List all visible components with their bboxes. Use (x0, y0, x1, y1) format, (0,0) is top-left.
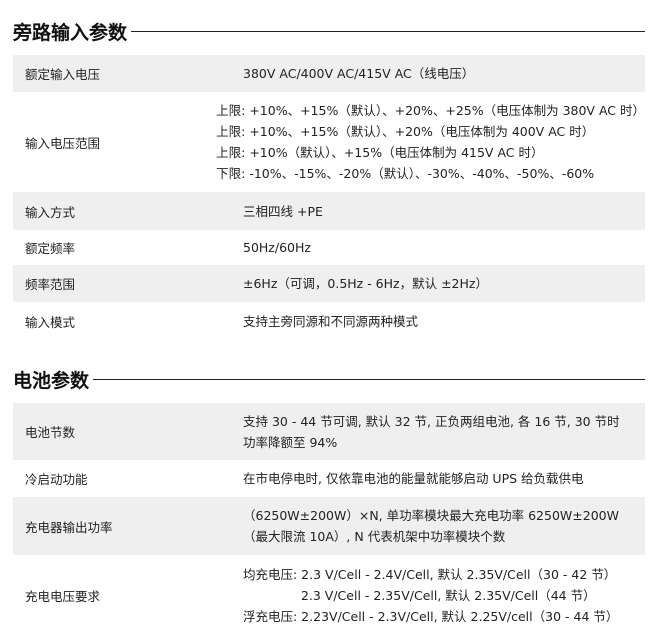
value-line: （最大限流 10A）, N 代表机架中功率模块个数 (243, 529, 506, 544)
value-line: 上限: +10%、+15%（默认）、+20%（电压体制为 400V AC 时） (216, 124, 595, 139)
value-line: 功率降额至 94% (243, 434, 338, 450)
table-row: 冷启动功能 在市电停电时, 仅依靠电池的能量就能够启动 UPS 给负载供电 (13, 460, 645, 497)
divider (93, 378, 645, 381)
table-row: 充电电压要求 均充电压: 2.3 V/Cell - 2.4V/Cell, 默认 … (13, 555, 645, 635)
value-line: 上限: +10%（默认）、+15%（电压体制为 415V AC 时） (216, 145, 544, 160)
value-line: 50Hz/60Hz (243, 240, 311, 255)
battery-table: 电池节数 支持 30 - 44 节可调, 默认 32 节, 正负两组电池, 各 … (13, 403, 645, 635)
value-line: （6250W±200W）×N, 单功率模块最大充电功率 6250W±200W (243, 508, 619, 523)
row-value: 支持 30 - 44 节可调, 默认 32 节, 正负两组电池, 各 16 节,… (243, 411, 645, 453)
value-line: 380V AC/400V AC/415V AC（线电压） (243, 66, 475, 81)
value-line: 支持 30 - 44 节可调, 默认 32 节, 正负两组电池, 各 16 节,… (243, 413, 620, 429)
row-value: 支持主旁同源和不同源两种模式 (243, 311, 645, 332)
section-title-bypass-input: 旁路输入参数 (13, 18, 645, 45)
divider (131, 30, 645, 33)
table-row: 输入方式 三相四线 +PE (13, 192, 645, 230)
table-row: 电池节数 支持 30 - 44 节可调, 默认 32 节, 正负两组电池, 各 … (13, 403, 645, 460)
table-row: 输入模式 支持主旁同源和不同源两种模式 (13, 302, 645, 340)
row-label: 输入模式 (25, 314, 76, 330)
row-value: 在市电停电时, 仅依靠电池的能量就能够启动 UPS 给负载供电 (243, 468, 645, 489)
value-line: 均充电压: 2.3 V/Cell - 2.4V/Cell, 默认 2.35V/C… (243, 566, 617, 582)
value-line: 在市电停电时, 仅依靠电池的能量就能够启动 UPS 给负载供电 (243, 471, 584, 486)
table-row: 输入电压范围 上限: +10%、+15%（默认）、+20%、+25%（电压体制为… (13, 92, 645, 192)
value-line: 2.3 V/Cell - 2.35V/Cell, 默认 2.35V/Cell（4… (243, 587, 596, 603)
row-label: 额定频率 (25, 241, 76, 256)
section-heading: 电池参数 (13, 370, 90, 392)
row-value: 50Hz/60Hz (243, 237, 645, 258)
table-row: 额定输入电压 380V AC/400V AC/415V AC（线电压） (13, 55, 645, 92)
value-line: ±6Hz（可调，0.5Hz - 6Hz，默认 ±2Hz） (243, 276, 488, 291)
table-row: 频率范围 ±6Hz（可调，0.5Hz - 6Hz，默认 ±2Hz） (13, 265, 645, 302)
row-label: 充电器输出功率 (25, 519, 113, 535)
value-line: 下限: -10%、-15%、-20%（默认）、-30%、-40%、-50%、-6… (216, 166, 595, 181)
row-label: 输入方式 (25, 204, 76, 220)
value-line: 支持主旁同源和不同源两种模式 (243, 313, 419, 329)
row-label: 充电电压要求 (25, 588, 101, 604)
row-label: 冷启动功能 (25, 472, 88, 487)
row-value: 上限: +10%、+15%（默认）、+20%、+25%（电压体制为 380V A… (216, 100, 645, 184)
value-line: 浮充电压: 2.23V/Cell - 2.3V/Cell, 默认 2.25V/c… (243, 608, 619, 624)
row-value: 380V AC/400V AC/415V AC（线电压） (243, 63, 645, 84)
row-label: 电池节数 (25, 425, 76, 440)
section-title-battery: 电池参数 (13, 366, 645, 393)
row-value: 均充电压: 2.3 V/Cell - 2.4V/Cell, 默认 2.35V/C… (243, 564, 645, 627)
bypass-input-table: 额定输入电压 380V AC/400V AC/415V AC（线电压） 输入电压… (13, 55, 645, 340)
row-value: ±6Hz（可调，0.5Hz - 6Hz，默认 ±2Hz） (243, 273, 645, 294)
section-heading: 旁路输入参数 (13, 22, 128, 44)
row-value: 三相四线 +PE (243, 201, 645, 222)
value-line: 上限: +10%、+15%（默认）、+20%、+25%（电压体制为 380V A… (216, 103, 645, 118)
row-label: 输入电压范围 (25, 135, 101, 151)
row-label: 频率范围 (25, 277, 76, 292)
row-label: 额定输入电压 (25, 67, 101, 82)
value-line: 三相四线 +PE (243, 203, 323, 219)
table-row: 充电器输出功率 （6250W±200W）×N, 单功率模块最大充电功率 6250… (13, 497, 645, 555)
table-row: 额定频率 50Hz/60Hz (13, 230, 645, 265)
row-value: （6250W±200W）×N, 单功率模块最大充电功率 6250W±200W （… (243, 505, 645, 547)
